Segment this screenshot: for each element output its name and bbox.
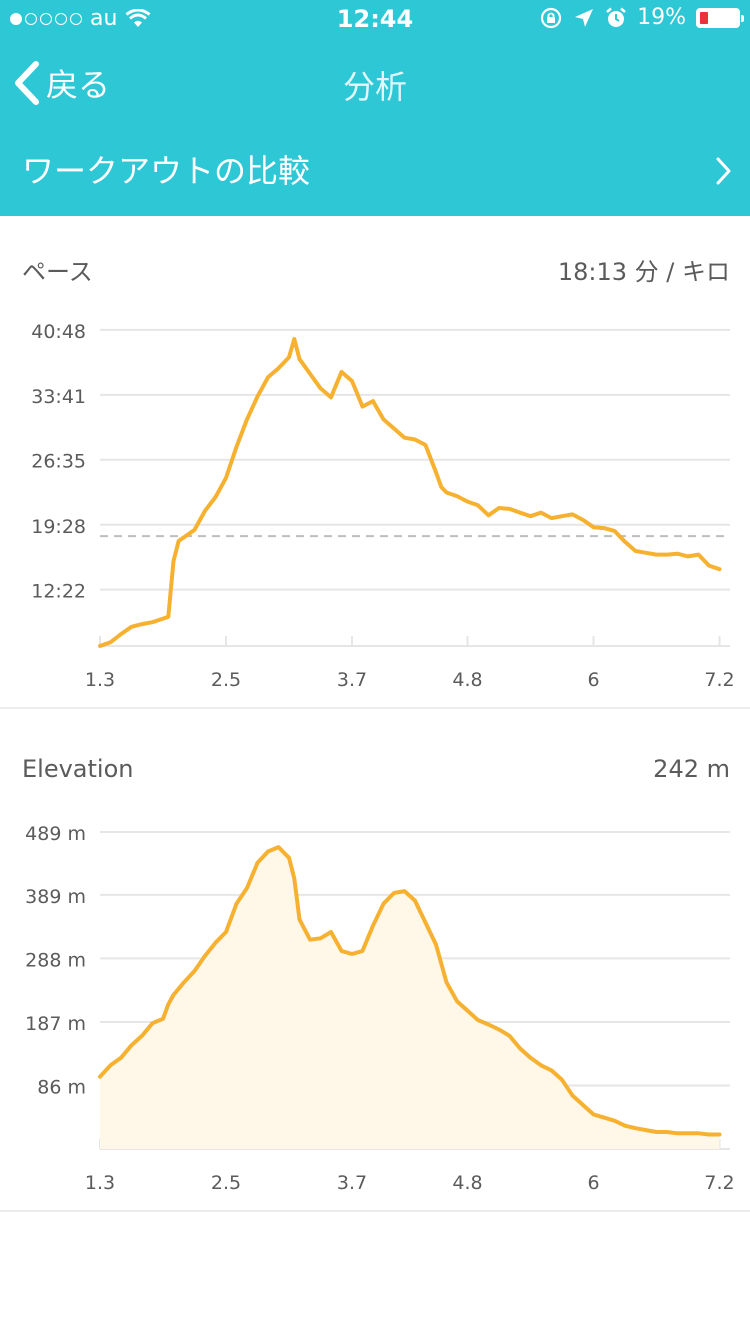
elevation-line (98, 845, 722, 1137)
elevation-section: Elevation 242 m 489 m 389 m 288 m 187 m 86 m… (0, 709, 750, 1211)
x-tick-label: 1.3 (85, 1172, 115, 1194)
carrier-name: au (90, 6, 118, 31)
y-tick-label: 86 m (37, 1076, 86, 1098)
y-tick-label: 489 m (25, 823, 86, 845)
x-tick-label: 4.8 (452, 1172, 482, 1194)
compare-workouts-label: ワークアウトの比較 (22, 152, 311, 190)
navigation-bar: 戻る 分析 (0, 40, 750, 126)
x-tick-label: 6 (587, 1172, 599, 1194)
pace-title: ペース (22, 258, 93, 286)
status-time: 12:44 (336, 5, 414, 33)
elevation-title: Elevation (22, 755, 134, 783)
alarm-icon (606, 7, 626, 27)
x-tick-label: 2.5 (211, 669, 241, 691)
battery-percent: 19% (637, 5, 686, 30)
pace-section: ペース 18:13 分 / キロ 40:48 33:41 26:35 19:28 12:… (0, 216, 750, 708)
y-tick-label: 26:35 (31, 451, 86, 473)
page-title: 分析 (342, 68, 407, 106)
chevron-right-icon (716, 157, 731, 185)
pace-chart: 40:48 33:41 26:35 19:28 12:22 1.3 2.5 3.7 4.8 6 7.… (31, 321, 734, 691)
y-tick-label: 389 m (25, 886, 86, 908)
back-label: 戻る (46, 66, 111, 104)
y-tick-label: 12:22 (31, 581, 86, 603)
x-tick-label: 7.2 (704, 1172, 734, 1194)
y-tick-label: 187 m (25, 1013, 86, 1035)
rotation-lock-icon (540, 7, 562, 28)
header-bar: au 12:44 19% (0, 0, 750, 216)
x-tick-label: 3.7 (337, 1172, 367, 1194)
status-bar: au 12:44 19% (0, 0, 750, 40)
y-tick-label: 288 m (25, 949, 86, 971)
pace-average-value: 18:13 分 / キロ (557, 258, 730, 286)
y-tick-label: 33:41 (31, 386, 86, 408)
chevron-left-icon (15, 61, 39, 105)
wifi-icon (126, 8, 151, 27)
compare-workouts-row[interactable]: ワークアウトの比較 (0, 126, 750, 216)
battery-icon (696, 7, 744, 28)
section-divider (0, 707, 750, 709)
x-tick-label: 6 (587, 669, 599, 691)
x-tick-label: 4.8 (452, 669, 482, 691)
elevation-area (100, 847, 720, 1149)
location-arrow-icon (575, 8, 594, 27)
y-tick-label: 19:28 (31, 516, 86, 538)
signal-strength-icon (10, 12, 82, 25)
back-button[interactable]: 戻る (14, 60, 110, 106)
x-tick-label: 2.5 (211, 1172, 241, 1194)
x-tick-label: 1.3 (85, 669, 115, 691)
x-tick-label: 7.2 (704, 669, 734, 691)
y-tick-label: 40:48 (31, 321, 86, 343)
elevation-gain-value: 242 m (653, 755, 730, 783)
x-tick-label: 3.7 (337, 669, 367, 691)
elevation-chart: 489 m 389 m 288 m 187 m 86 m 1.3 2.5 3.7 4.8 6 7.2 (25, 823, 734, 1194)
section-divider-bottom (0, 1210, 750, 1212)
pace-line (98, 337, 722, 648)
carrier-indicator: au (10, 6, 151, 31)
